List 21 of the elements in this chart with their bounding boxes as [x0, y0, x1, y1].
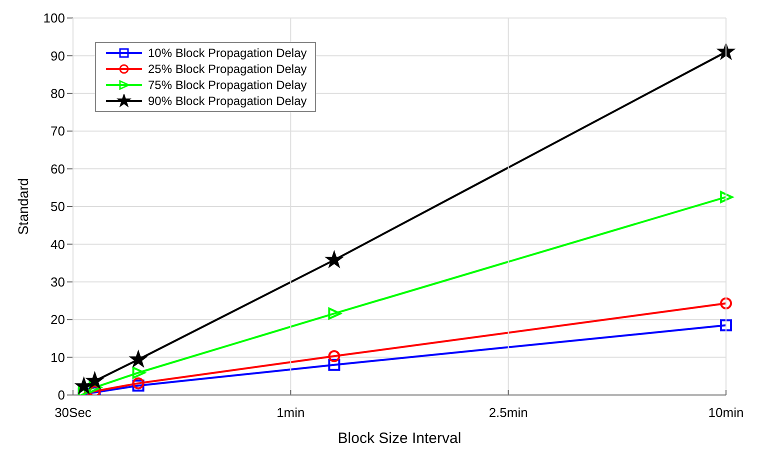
- y-axis-title: Standard: [14, 178, 31, 235]
- y-tick-label: 10: [50, 350, 65, 365]
- x-tick-label: 2.5min: [488, 405, 528, 420]
- y-tick-label: 40: [50, 236, 65, 252]
- y-tick-label: 100: [43, 10, 65, 26]
- legend-label: 75% Block Propagation Delay: [148, 77, 307, 93]
- y-tick-label: 20: [50, 312, 65, 328]
- y-tick-label: 0: [58, 388, 65, 403]
- y-tick-label: 90: [50, 48, 65, 64]
- legend-label: 25% Block Propagation Delay: [148, 61, 307, 77]
- x-axis-title: Block Size Interval: [338, 430, 462, 447]
- y-tick-label: 30: [50, 274, 65, 290]
- x-tick-label: 1min: [276, 405, 305, 420]
- x-tick-label: 30Sec: [54, 405, 92, 420]
- y-tick-label: 60: [50, 161, 65, 176]
- legend-label: 10% Block Propagation Delay: [148, 45, 307, 61]
- y-tick-label: 80: [50, 86, 65, 102]
- legend-label: 90% Block Propagation Delay: [148, 93, 307, 109]
- y-tick-label: 70: [50, 124, 65, 139]
- y-tick-label: 50: [50, 199, 65, 214]
- x-tick-label: 10min: [708, 405, 744, 420]
